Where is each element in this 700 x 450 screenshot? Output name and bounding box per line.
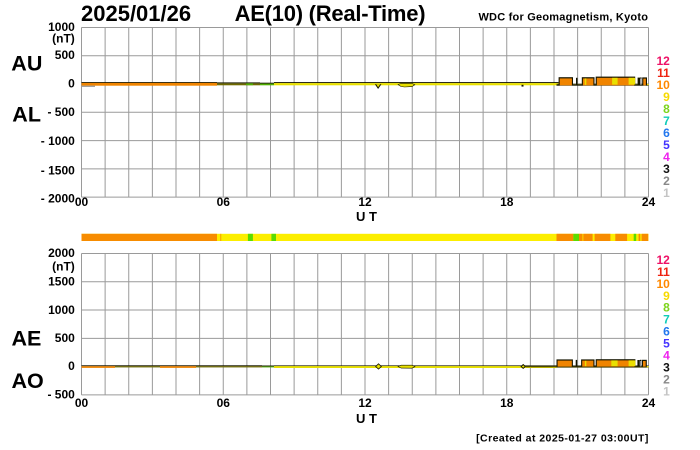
svg-text:500: 500 [55,331,75,345]
svg-text:- 1000: - 1000 [41,134,75,148]
svg-text:12: 12 [656,253,670,267]
svg-text:10: 10 [656,277,670,291]
svg-text:U T: U T [356,209,377,224]
svg-text:9: 9 [663,90,670,104]
svg-text:10: 10 [656,78,670,92]
svg-text:12: 12 [358,195,372,209]
svg-text:1000: 1000 [48,303,75,317]
svg-text:00: 00 [75,396,89,410]
svg-text:U T: U T [356,411,377,426]
svg-text:18: 18 [500,195,514,209]
svg-text:WDC for Geomagnetism, Kyoto: WDC for Geomagnetism, Kyoto [478,11,648,23]
svg-text:2025/01/26: 2025/01/26 [81,1,191,26]
svg-text:AO: AO [12,369,44,393]
svg-text:06: 06 [217,396,231,410]
svg-text:AE(10) (Real-Time): AE(10) (Real-Time) [235,1,426,26]
svg-text:12: 12 [656,54,670,68]
svg-text:4: 4 [663,150,670,164]
svg-text:3: 3 [663,162,670,176]
svg-text:- 500: - 500 [47,388,75,402]
svg-text:3: 3 [663,360,670,374]
svg-text:(nT): (nT) [52,259,75,273]
svg-text:00: 00 [75,195,89,209]
svg-text:4: 4 [663,349,670,363]
svg-text:8: 8 [663,301,670,315]
svg-text:11: 11 [657,66,670,80]
svg-text:5: 5 [663,337,670,351]
svg-text:AL: AL [12,102,41,126]
svg-text:[Created at 2025-01-27 03:00UT: [Created at 2025-01-27 03:00UT] [476,432,649,444]
svg-text:5: 5 [663,138,670,152]
svg-text:7: 7 [663,114,670,128]
svg-text:(nT): (nT) [52,31,75,45]
svg-text:18: 18 [500,396,514,410]
svg-text:06: 06 [217,195,231,209]
svg-text:12: 12 [358,396,372,410]
svg-text:0: 0 [68,359,75,373]
svg-text:1: 1 [663,384,670,398]
svg-text:AU: AU [11,52,42,76]
svg-text:1500: 1500 [48,275,75,289]
svg-text:AE: AE [12,327,42,351]
svg-text:1000: 1000 [48,20,75,34]
svg-text:6: 6 [663,325,670,339]
svg-text:24: 24 [642,195,656,209]
svg-text:11: 11 [657,265,670,279]
svg-text:2000: 2000 [48,246,75,260]
svg-text:0: 0 [68,76,75,90]
svg-text:- 500: - 500 [47,105,75,119]
svg-text:24: 24 [642,396,656,410]
svg-text:- 2000: - 2000 [41,191,75,205]
svg-text:8: 8 [663,102,670,116]
svg-text:9: 9 [663,289,670,303]
svg-text:2: 2 [663,372,670,386]
svg-text:2: 2 [663,174,670,188]
svg-text:6: 6 [663,126,670,140]
svg-text:500: 500 [55,48,75,62]
svg-text:- 1500: - 1500 [41,163,75,177]
svg-text:1: 1 [663,186,670,200]
svg-text:7: 7 [663,313,670,327]
